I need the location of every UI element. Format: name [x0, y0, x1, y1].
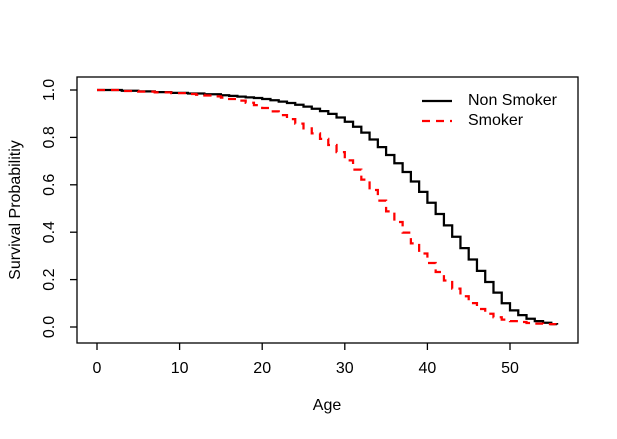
y-tick-label: 1.0: [41, 79, 58, 101]
x-tick-label: 0: [93, 360, 102, 377]
legend-label-smoker: Smoker: [468, 112, 524, 129]
plot-box: [76, 76, 579, 344]
y-tick-label: 0.2: [41, 268, 58, 290]
x-tick-label: 30: [336, 360, 354, 377]
x-axis-title: Age: [312, 397, 342, 414]
x-tick-label: 10: [171, 360, 189, 377]
curve-non-smoker: [97, 88, 559, 326]
x-tick-label: 50: [501, 360, 519, 377]
y-tick-label: 0.8: [41, 126, 58, 148]
y-tick-label: 0.4: [41, 221, 58, 243]
curve-smoker: [97, 88, 557, 326]
legend-label-non-smoker: Non Smoker: [468, 92, 557, 109]
x-tick-label: 20: [253, 360, 271, 377]
y-tick-label: 0.0: [41, 316, 58, 338]
y-axis-title: Survival Probabilitiy: [7, 140, 24, 280]
x-tick-label: 40: [419, 360, 437, 377]
y-tick-label: 0.6: [41, 174, 58, 196]
